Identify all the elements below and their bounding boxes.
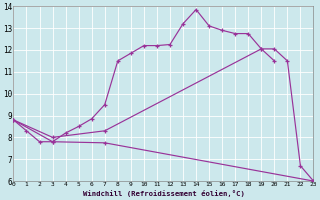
X-axis label: Windchill (Refroidissement éolien,°C): Windchill (Refroidissement éolien,°C) [83,190,244,197]
